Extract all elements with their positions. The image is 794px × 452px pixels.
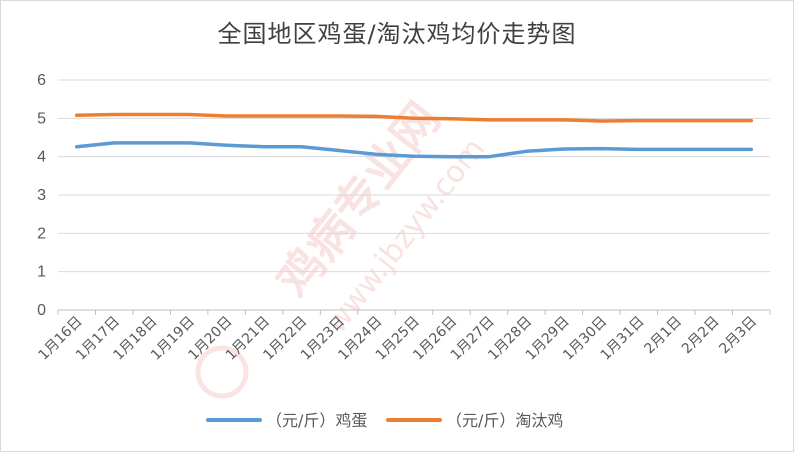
legend: （元/斤）鸡蛋 （元/斤）淘汰鸡 bbox=[206, 411, 563, 430]
legend-label: （元/斤）鸡蛋 bbox=[266, 411, 367, 430]
series-line-egg bbox=[74, 141, 754, 159]
series-line-hen bbox=[74, 112, 754, 123]
chart-title: 全国地区鸡蛋/淘汰鸡均价走势图 bbox=[217, 20, 577, 48]
y-tick-label: 3 bbox=[37, 187, 46, 204]
x-axis-ticks: 1月16日1月17日1月18日1月19日1月20日1月21日1月22日1月23日… bbox=[36, 310, 771, 364]
x-tick-label: 2月3日 bbox=[716, 314, 760, 358]
legend-label: （元/斤）淘汰鸡 bbox=[446, 411, 563, 430]
series-lines bbox=[74, 112, 754, 159]
y-tick-label: 4 bbox=[37, 149, 46, 166]
y-tick-label: 6 bbox=[37, 72, 46, 89]
y-tick-label: 2 bbox=[37, 225, 46, 242]
y-tick-label: 0 bbox=[37, 302, 46, 319]
y-tick-label: 5 bbox=[37, 110, 46, 127]
x-tick-label: 2月2日 bbox=[679, 314, 723, 358]
y-axis-ticks: 0 1 2 3 4 5 6 bbox=[37, 72, 46, 319]
y-tick-label: 1 bbox=[37, 264, 46, 281]
x-tick-label: 2月1日 bbox=[641, 314, 685, 358]
watermark-logo-icon bbox=[195, 345, 249, 399]
